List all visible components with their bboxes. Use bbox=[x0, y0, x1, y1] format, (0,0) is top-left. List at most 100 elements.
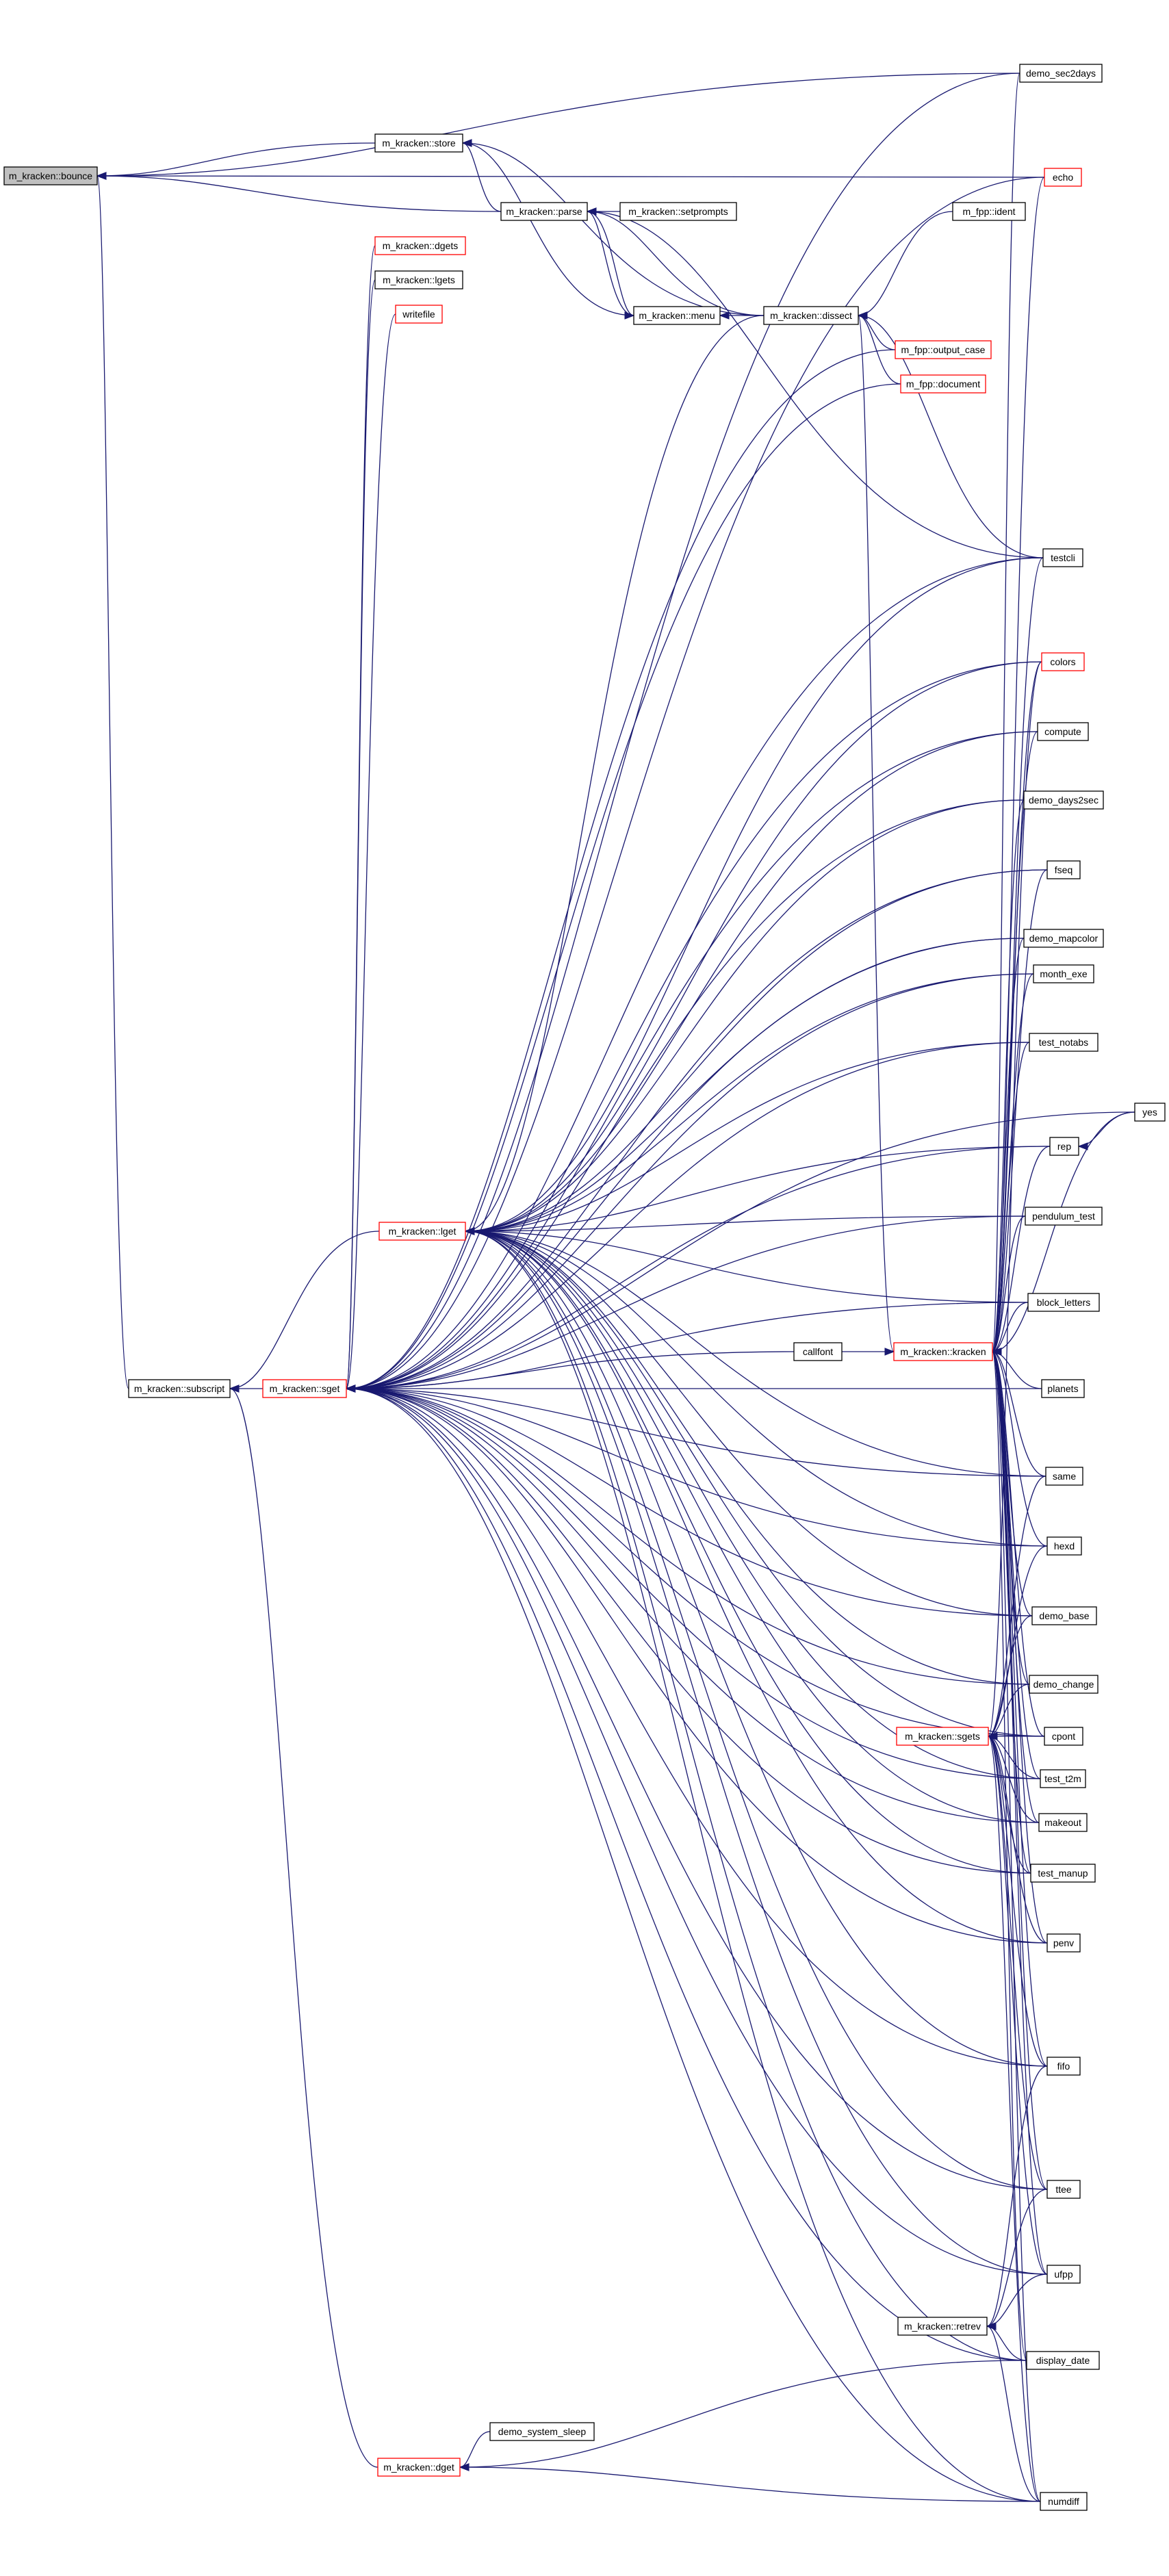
node-retrev[interactable]: m_kracken::retrev bbox=[897, 2317, 988, 2336]
node-month_exe[interactable]: month_exe bbox=[1033, 964, 1094, 983]
node-box-callfont[interactable] bbox=[793, 1342, 843, 1361]
node-box-kracken[interactable] bbox=[893, 1342, 993, 1361]
node-yes[interactable]: yes bbox=[1134, 1103, 1166, 1122]
node-demo_days2sec[interactable]: demo_days2sec bbox=[1023, 790, 1104, 810]
node-numdiff[interactable]: numdiff bbox=[1040, 2492, 1088, 2511]
node-lget[interactable]: m_kracken::lget bbox=[378, 1222, 466, 1241]
node-callfont[interactable]: callfont bbox=[793, 1342, 843, 1361]
node-box-cpont[interactable] bbox=[1044, 1727, 1083, 1746]
node-box-demo_system_sleep[interactable] bbox=[489, 2422, 595, 2441]
node-box-lget[interactable] bbox=[378, 1222, 466, 1241]
node-box-planets[interactable] bbox=[1041, 1379, 1085, 1398]
node-box-test_notabs[interactable] bbox=[1029, 1033, 1099, 1052]
node-sgets[interactable]: m_kracken::sgets bbox=[896, 1727, 989, 1746]
node-box-bounce[interactable] bbox=[3, 166, 98, 185]
node-box-demo_sec2days[interactable] bbox=[1019, 64, 1103, 83]
node-box-demo_mapcolor[interactable] bbox=[1023, 929, 1104, 948]
node-box-output_case[interactable] bbox=[895, 340, 992, 359]
node-test_manup[interactable]: test_manup bbox=[1030, 1864, 1096, 1883]
node-document[interactable]: m_fpp::document bbox=[900, 374, 986, 394]
node-compute[interactable]: compute bbox=[1037, 722, 1089, 741]
node-display_date[interactable]: display_date bbox=[1026, 2351, 1100, 2370]
node-box-hexd[interactable] bbox=[1046, 1536, 1082, 1556]
node-box-sget[interactable] bbox=[262, 1379, 347, 1398]
node-echo[interactable]: echo bbox=[1044, 168, 1082, 187]
node-dgets[interactable]: m_kracken::dgets bbox=[374, 236, 466, 255]
node-demo_base[interactable]: demo_base bbox=[1031, 1606, 1097, 1625]
node-box-writefile[interactable] bbox=[395, 305, 443, 324]
node-pendulum_test[interactable]: pendulum_test bbox=[1025, 1207, 1103, 1226]
node-box-demo_change[interactable] bbox=[1029, 1675, 1099, 1694]
node-box-retrev[interactable] bbox=[897, 2317, 988, 2336]
node-box-test_t2m[interactable] bbox=[1040, 1769, 1086, 1788]
node-setprompts[interactable]: m_kracken::setprompts bbox=[619, 202, 737, 221]
node-box-makeout[interactable] bbox=[1038, 1813, 1088, 1832]
node-demo_change[interactable]: demo_change bbox=[1029, 1675, 1099, 1694]
node-hexd[interactable]: hexd bbox=[1046, 1536, 1082, 1556]
node-box-document[interactable] bbox=[900, 374, 986, 394]
node-box-store[interactable] bbox=[374, 133, 463, 153]
node-rep[interactable]: rep bbox=[1049, 1137, 1079, 1156]
node-box-month_exe[interactable] bbox=[1033, 964, 1094, 983]
node-box-dget[interactable] bbox=[377, 2458, 461, 2477]
node-box-fifo[interactable] bbox=[1046, 2057, 1081, 2076]
node-fifo[interactable]: fifo bbox=[1046, 2057, 1081, 2076]
node-parse[interactable]: m_kracken::parse bbox=[500, 202, 588, 221]
node-box-display_date[interactable] bbox=[1026, 2351, 1100, 2370]
node-box-block_letters[interactable] bbox=[1027, 1293, 1100, 1312]
node-box-ufpp[interactable] bbox=[1046, 2265, 1081, 2284]
node-fseq[interactable]: fseq bbox=[1046, 860, 1081, 879]
node-menu[interactable]: m_kracken::menu bbox=[633, 306, 721, 325]
node-box-demo_base[interactable] bbox=[1031, 1606, 1097, 1625]
node-box-colors[interactable] bbox=[1041, 652, 1085, 671]
node-colors[interactable]: colors bbox=[1041, 652, 1085, 671]
node-dget[interactable]: m_kracken::dget bbox=[377, 2458, 461, 2477]
node-penv[interactable]: penv bbox=[1046, 1933, 1081, 1953]
node-box-ttee[interactable] bbox=[1046, 2180, 1081, 2199]
node-test_t2m[interactable]: test_t2m bbox=[1040, 1769, 1086, 1788]
node-ttee[interactable]: ttee bbox=[1046, 2180, 1081, 2199]
node-ufpp[interactable]: ufpp bbox=[1046, 2265, 1081, 2284]
node-demo_sec2days[interactable]: demo_sec2days bbox=[1019, 64, 1103, 83]
node-kracken[interactable]: m_kracken::kracken bbox=[893, 1342, 993, 1361]
node-box-compute[interactable] bbox=[1037, 722, 1089, 741]
node-box-testcli[interactable] bbox=[1042, 548, 1083, 567]
node-demo_mapcolor[interactable]: demo_mapcolor bbox=[1023, 929, 1104, 948]
node-box-pendulum_test[interactable] bbox=[1025, 1207, 1103, 1226]
node-box-dgets[interactable] bbox=[374, 236, 466, 255]
node-block_letters[interactable]: block_letters bbox=[1027, 1293, 1100, 1312]
node-same[interactable]: same bbox=[1045, 1467, 1083, 1486]
node-dissect[interactable]: m_kracken::dissect bbox=[763, 306, 859, 325]
node-cpont[interactable]: cpont bbox=[1044, 1727, 1083, 1746]
node-bounce[interactable]: m_kracken::bounce bbox=[3, 166, 98, 185]
node-box-penv[interactable] bbox=[1046, 1933, 1081, 1953]
node-box-setprompts[interactable] bbox=[619, 202, 737, 221]
node-planets[interactable]: planets bbox=[1041, 1379, 1085, 1398]
node-store[interactable]: m_kracken::store bbox=[374, 133, 463, 153]
node-sget[interactable]: m_kracken::sget bbox=[262, 1379, 347, 1398]
node-box-subscript[interactable] bbox=[128, 1379, 231, 1398]
node-test_notabs[interactable]: test_notabs bbox=[1029, 1033, 1099, 1052]
node-lgets[interactable]: m_kracken::lgets bbox=[374, 270, 463, 289]
node-box-demo_days2sec[interactable] bbox=[1023, 790, 1104, 810]
node-box-echo[interactable] bbox=[1044, 168, 1082, 187]
node-box-parse[interactable] bbox=[500, 202, 588, 221]
node-box-same[interactable] bbox=[1045, 1467, 1083, 1486]
node-box-numdiff[interactable] bbox=[1040, 2492, 1088, 2511]
node-box-fseq[interactable] bbox=[1046, 860, 1081, 879]
node-box-ident[interactable] bbox=[952, 202, 1026, 221]
node-writefile[interactable]: writefile bbox=[395, 305, 443, 324]
node-box-rep[interactable] bbox=[1049, 1137, 1079, 1156]
node-box-dissect[interactable] bbox=[763, 306, 859, 325]
node-box-sgets[interactable] bbox=[896, 1727, 989, 1746]
node-box-lgets[interactable] bbox=[374, 270, 463, 289]
node-testcli[interactable]: testcli bbox=[1042, 548, 1083, 567]
node-box-test_manup[interactable] bbox=[1030, 1864, 1096, 1883]
node-subscript[interactable]: m_kracken::subscript bbox=[128, 1379, 231, 1398]
node-demo_system_sleep[interactable]: demo_system_sleep bbox=[489, 2422, 595, 2441]
node-box-yes[interactable] bbox=[1134, 1103, 1166, 1122]
node-box-menu[interactable] bbox=[633, 306, 721, 325]
node-makeout[interactable]: makeout bbox=[1038, 1813, 1088, 1832]
node-ident[interactable]: m_fpp::ident bbox=[952, 202, 1026, 221]
node-output_case[interactable]: m_fpp::output_case bbox=[895, 340, 992, 359]
